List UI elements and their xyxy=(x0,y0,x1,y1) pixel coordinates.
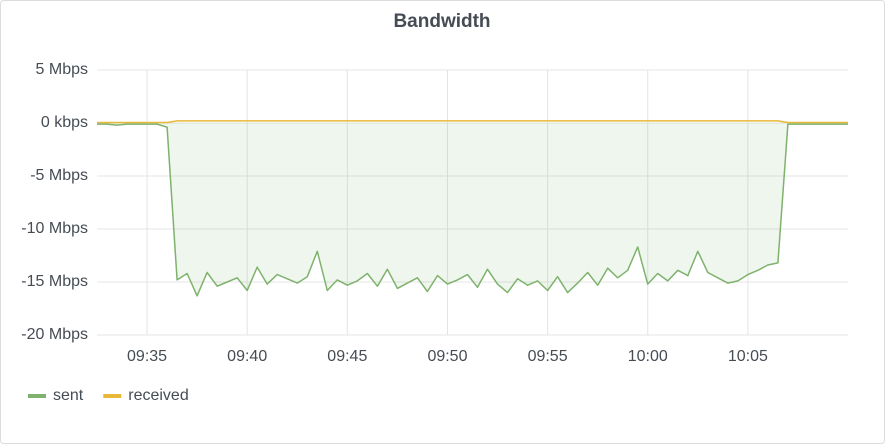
x-tick-label: 10:05 xyxy=(728,348,768,365)
chart-title: Bandwidth xyxy=(393,11,490,32)
x-tick-label: 09:45 xyxy=(327,348,367,365)
legend-label: sent xyxy=(53,387,84,404)
y-tick-label: -5 Mbps xyxy=(30,167,88,184)
x-tick-label: 09:50 xyxy=(427,348,467,365)
y-tick-label: -10 Mbps xyxy=(21,220,88,237)
y-tick-label: 5 Mbps xyxy=(36,61,88,78)
x-tick-label: 09:35 xyxy=(127,348,167,365)
y-tick-label: -20 Mbps xyxy=(21,326,88,343)
x-tick-label: 10:00 xyxy=(628,348,668,365)
x-tick-label: 09:40 xyxy=(227,348,267,365)
y-tick-label: -15 Mbps xyxy=(21,273,88,290)
series-line xyxy=(97,120,848,124)
legend-label: received xyxy=(128,387,188,404)
x-tick-label: 09:55 xyxy=(528,348,568,365)
series-line xyxy=(97,123,848,297)
y-tick-label: 0 kbps xyxy=(41,114,88,131)
series-area xyxy=(97,123,848,296)
